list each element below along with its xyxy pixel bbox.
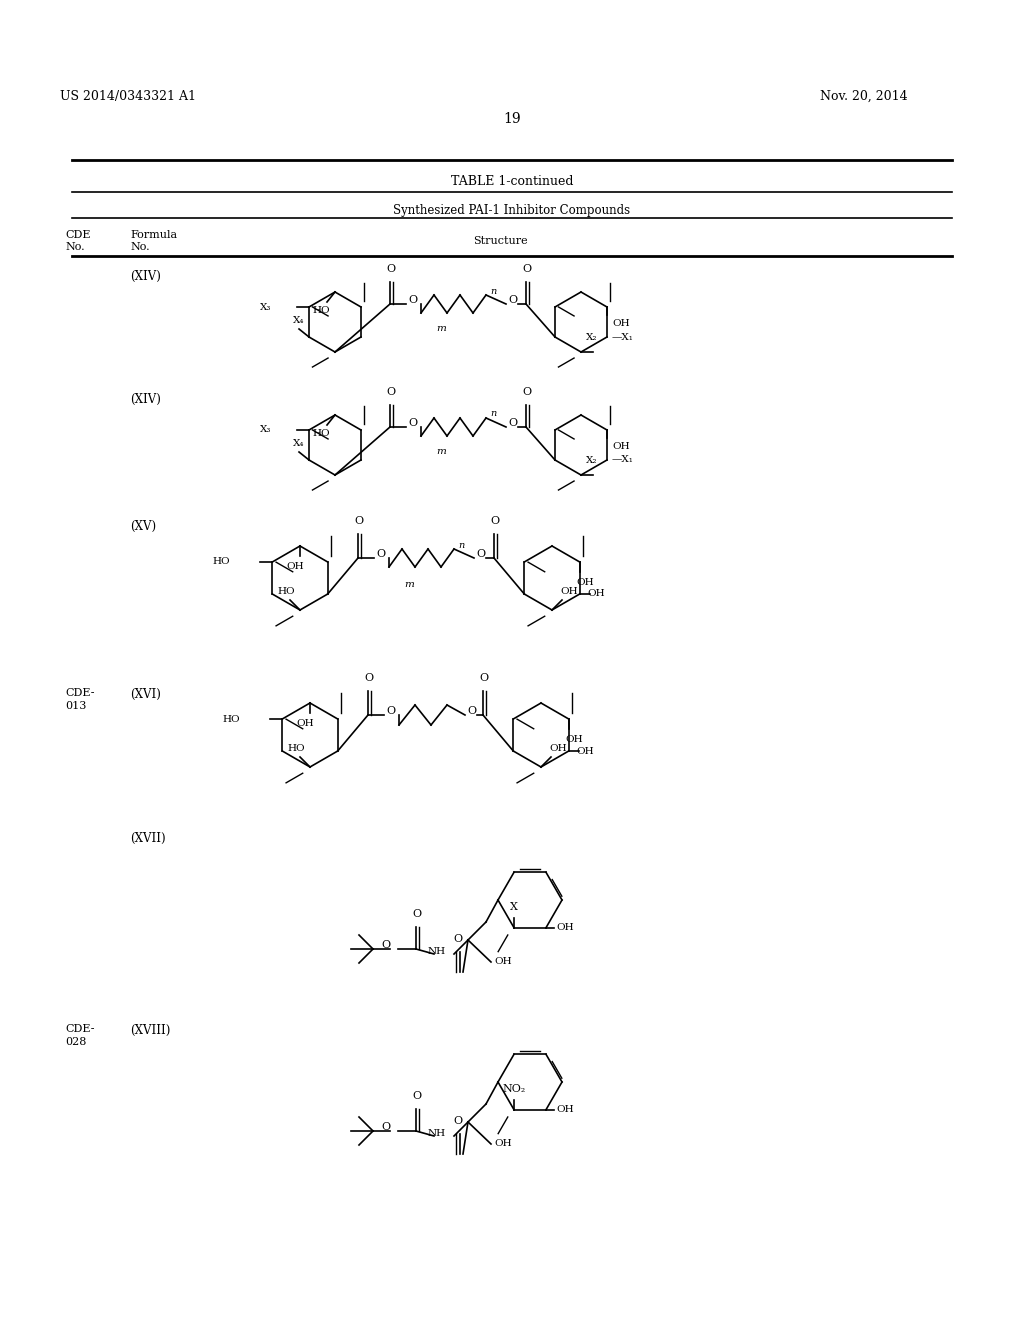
Text: n: n bbox=[458, 540, 464, 549]
Text: OH: OH bbox=[494, 1139, 512, 1148]
Text: NO₂: NO₂ bbox=[503, 1084, 525, 1094]
Text: O: O bbox=[454, 1115, 463, 1126]
Text: OH: OH bbox=[556, 923, 573, 932]
Text: O: O bbox=[408, 418, 417, 428]
Text: O: O bbox=[454, 935, 463, 944]
Text: X₄: X₄ bbox=[293, 440, 304, 447]
Text: HO: HO bbox=[213, 557, 230, 566]
Text: O: O bbox=[386, 264, 395, 275]
Text: m: m bbox=[404, 579, 414, 589]
Text: No.: No. bbox=[65, 242, 85, 252]
Text: OH: OH bbox=[575, 578, 594, 587]
Text: Structure: Structure bbox=[473, 236, 527, 246]
Text: (XVII): (XVII) bbox=[130, 832, 166, 845]
Text: X₄: X₄ bbox=[293, 315, 304, 325]
Text: O: O bbox=[413, 909, 422, 919]
Text: OH: OH bbox=[588, 590, 605, 598]
Text: O: O bbox=[386, 706, 395, 715]
Text: O: O bbox=[381, 1122, 390, 1133]
Text: HO: HO bbox=[222, 714, 241, 723]
Text: X₂: X₂ bbox=[586, 455, 597, 465]
Text: (XIV): (XIV) bbox=[130, 393, 161, 407]
Text: Formula: Formula bbox=[130, 230, 177, 240]
Text: O: O bbox=[408, 294, 417, 305]
Text: OH: OH bbox=[612, 319, 630, 327]
Text: O: O bbox=[386, 387, 395, 397]
Text: (XVI): (XVI) bbox=[130, 688, 161, 701]
Text: n: n bbox=[490, 409, 497, 418]
Text: 028: 028 bbox=[65, 1038, 86, 1047]
Text: X₂: X₂ bbox=[586, 333, 597, 342]
Text: X₃: X₃ bbox=[260, 425, 271, 434]
Text: OH: OH bbox=[612, 442, 630, 451]
Text: OH: OH bbox=[560, 587, 578, 597]
Text: Nov. 20, 2014: Nov. 20, 2014 bbox=[820, 90, 907, 103]
Text: O: O bbox=[365, 673, 374, 682]
Text: (XIV): (XIV) bbox=[130, 271, 161, 282]
Text: HO: HO bbox=[312, 429, 330, 438]
Text: OH: OH bbox=[494, 957, 512, 966]
Text: OH: OH bbox=[286, 562, 304, 572]
Text: HO: HO bbox=[278, 587, 295, 597]
Text: NH: NH bbox=[428, 1129, 446, 1138]
Text: O: O bbox=[354, 516, 364, 525]
Text: US 2014/0343321 A1: US 2014/0343321 A1 bbox=[60, 90, 196, 103]
Text: m: m bbox=[436, 447, 445, 455]
Text: O: O bbox=[467, 706, 476, 715]
Text: OH: OH bbox=[296, 719, 313, 729]
Text: O: O bbox=[479, 673, 488, 682]
Text: O: O bbox=[522, 264, 531, 275]
Text: O: O bbox=[413, 1092, 422, 1101]
Text: CDE-: CDE- bbox=[65, 688, 94, 698]
Text: No.: No. bbox=[130, 242, 150, 252]
Text: (XV): (XV) bbox=[130, 520, 156, 533]
Text: OH: OH bbox=[549, 744, 566, 752]
Text: O: O bbox=[508, 294, 517, 305]
Text: O: O bbox=[490, 516, 500, 525]
Text: OH: OH bbox=[577, 747, 594, 755]
Text: (XVIII): (XVIII) bbox=[130, 1024, 170, 1038]
Text: 013: 013 bbox=[65, 701, 86, 711]
Text: HO: HO bbox=[312, 306, 330, 315]
Text: —X₁: —X₁ bbox=[612, 455, 634, 465]
Text: O: O bbox=[508, 418, 517, 428]
Text: CDE-: CDE- bbox=[65, 1024, 94, 1034]
Text: m: m bbox=[436, 323, 445, 333]
Text: —X₁: —X₁ bbox=[612, 333, 634, 342]
Text: NH: NH bbox=[428, 946, 446, 956]
Text: OH: OH bbox=[556, 1105, 573, 1114]
Text: X₃: X₃ bbox=[260, 302, 271, 312]
Text: O: O bbox=[376, 549, 385, 558]
Text: O: O bbox=[476, 549, 485, 558]
Text: OH: OH bbox=[565, 735, 583, 744]
Text: CDE: CDE bbox=[65, 230, 90, 240]
Text: TABLE 1-continued: TABLE 1-continued bbox=[451, 176, 573, 187]
Text: O: O bbox=[381, 940, 390, 950]
Text: X: X bbox=[510, 902, 518, 912]
Text: n: n bbox=[490, 286, 497, 296]
Text: Synthesized PAI-1 Inhibitor Compounds: Synthesized PAI-1 Inhibitor Compounds bbox=[393, 205, 631, 216]
Text: HO: HO bbox=[288, 744, 305, 752]
Text: O: O bbox=[522, 387, 531, 397]
Text: 19: 19 bbox=[503, 112, 521, 125]
